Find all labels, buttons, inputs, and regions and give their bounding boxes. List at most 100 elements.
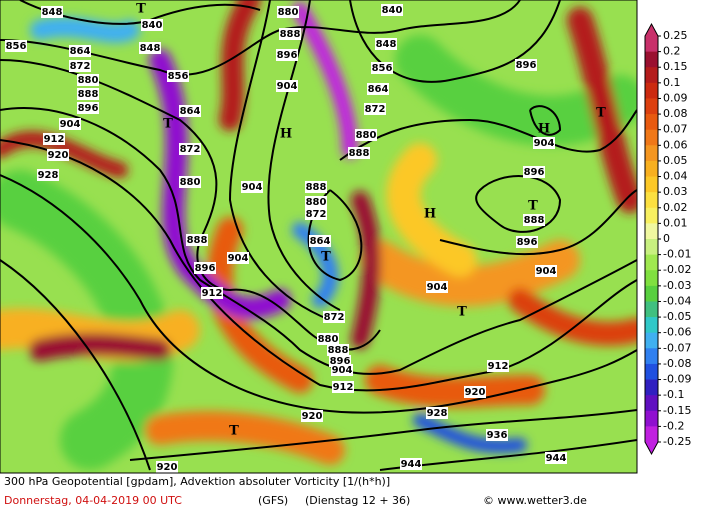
colorbar-tick-label: -0.1 — [663, 388, 684, 401]
contour-label: 944 — [546, 453, 567, 464]
colorbar-tick-label: 0.02 — [663, 201, 688, 214]
map-frame — [0, 0, 638, 474]
pressure-center: T — [457, 305, 467, 320]
colorbar-band — [645, 410, 658, 427]
contour-label-box — [331, 364, 353, 376]
colorbar-band — [645, 301, 658, 318]
contour-label-box — [323, 311, 345, 323]
colorbar-tick-label: 0.25 — [663, 29, 688, 42]
contour-label-box — [348, 147, 370, 159]
contour-label: 928 — [427, 408, 448, 419]
colorbar-band — [645, 239, 658, 256]
colorbar-tick-label: -0.02 — [663, 263, 691, 276]
contour-label: 864 — [180, 106, 201, 117]
colorbar-tick-label: 0.2 — [663, 45, 681, 58]
contour-label: 856 — [168, 71, 189, 82]
contour-label: 888 — [280, 29, 301, 40]
contour-label-box — [77, 74, 99, 86]
contour-label: 880 — [78, 75, 99, 86]
contour-label: 904 — [228, 253, 249, 264]
model-run: (Dienstag 12 + 36) — [305, 494, 410, 507]
contour-label-box — [179, 176, 201, 188]
colorbar-band — [645, 317, 658, 334]
colorbar-tick-label: 0.15 — [663, 60, 688, 73]
model-name: (GFS) — [258, 494, 288, 507]
contour-label: 872 — [70, 61, 91, 72]
contour-label: 880 — [318, 334, 339, 345]
contour-label-box — [371, 62, 393, 74]
contour-label-box — [301, 410, 323, 422]
contour-label-box — [327, 344, 349, 356]
contour-label-box — [355, 129, 377, 141]
contour-label: 936 — [487, 430, 508, 441]
contour-label-box — [77, 88, 99, 100]
contour-label: 904 — [277, 81, 298, 92]
credit: © www.wetter3.de — [483, 494, 587, 507]
contour-label-box — [486, 429, 508, 441]
contour-label: 904 — [427, 282, 448, 293]
contour-label: 880 — [180, 177, 201, 188]
colorbar-tick-label: 0.07 — [663, 123, 688, 136]
contour-label: 872 — [324, 312, 345, 323]
colorbar-band — [645, 82, 658, 99]
contour-label-box — [47, 149, 69, 161]
contour-label: 920 — [48, 150, 69, 161]
colorbar-tick-label: 0.08 — [663, 107, 688, 120]
pressure-center: T — [528, 199, 538, 214]
colorbar-band — [645, 207, 658, 224]
contour-label-box — [545, 452, 567, 464]
contour-label: 840 — [382, 5, 403, 16]
contour-label: 896 — [195, 263, 216, 274]
contour-label: 896 — [524, 167, 545, 178]
contour-label-box — [400, 458, 422, 470]
colorbar-band — [645, 426, 658, 443]
contour-label: 848 — [376, 39, 397, 50]
colorbar-band — [645, 114, 658, 131]
colorbar-tick-label: 0.09 — [663, 91, 688, 104]
contour-label: 896 — [517, 237, 538, 248]
colorbar-band — [645, 98, 658, 115]
colorbar-tick-label: 0 — [663, 232, 670, 245]
contour-label-box — [141, 19, 163, 31]
contour-label-box — [533, 137, 555, 149]
contour-label-box — [41, 6, 63, 18]
contour-label: 904 — [332, 365, 353, 376]
contour-label: 872 — [180, 144, 201, 155]
contour-label: 880 — [278, 7, 299, 18]
colorbar-band — [645, 51, 658, 68]
colorbar-band — [645, 129, 658, 146]
contour-label: 888 — [349, 148, 370, 159]
contour-label-box — [139, 42, 161, 54]
contour-label: 920 — [157, 462, 178, 473]
contour-label-box — [317, 333, 339, 345]
contour-label-box — [59, 118, 81, 130]
contour-label: 848 — [42, 7, 63, 18]
contour-label: 888 — [328, 345, 349, 356]
contour-label-box — [426, 281, 448, 293]
contour-label: 904 — [536, 266, 557, 277]
contour-label: 888 — [524, 215, 545, 226]
contour-label-box — [535, 265, 557, 277]
contour-label-box — [381, 4, 403, 16]
map-title: 300 hPa Geopotential [gpdam], Advektion … — [4, 475, 390, 488]
contour-label: 864 — [70, 46, 91, 57]
colorbar-tick-label: -0.08 — [663, 357, 691, 370]
contour-label: 912 — [488, 361, 509, 372]
contour-label-box — [37, 169, 59, 181]
contour-label-box — [305, 181, 327, 193]
contour-label: 872 — [306, 209, 327, 220]
colorbar-tick-label: -0.01 — [663, 248, 691, 261]
contour-label-box — [515, 59, 537, 71]
contour-label: 920 — [302, 411, 323, 422]
colorbar-band — [645, 270, 658, 287]
contour-label-box — [179, 143, 201, 155]
contour-label: 840 — [142, 20, 163, 31]
contour-label-box — [241, 181, 263, 193]
colorbar-tick-label: -0.09 — [663, 373, 691, 386]
pressure-center: H — [538, 122, 550, 137]
colorbar-arrow-top — [645, 24, 658, 36]
contour-label-box — [279, 28, 301, 40]
pressure-center: T — [596, 106, 606, 121]
colorbar-band — [645, 176, 658, 193]
contour-label-box — [305, 208, 327, 220]
